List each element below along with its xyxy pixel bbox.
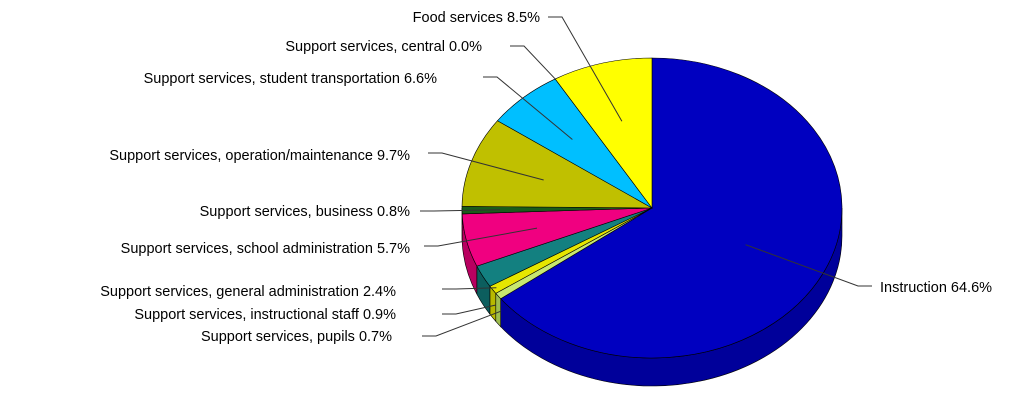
pie-slice-0 xyxy=(500,57,843,359)
slice-label-7: Support services, student transportation… xyxy=(144,71,437,87)
leader-lines xyxy=(420,16,872,337)
pie-slice-9 xyxy=(554,57,653,209)
slice-label-3: Support services, general administration… xyxy=(100,284,396,300)
leader-line-1 xyxy=(422,310,502,337)
slice-label-2: Support services, instructional staff 0.… xyxy=(134,307,396,323)
leader-line-5 xyxy=(420,209,501,212)
leader-line-7 xyxy=(483,76,573,140)
slice-label-5: Support services, business 0.8% xyxy=(200,204,410,220)
slice-label-4: Support services, school administration … xyxy=(121,241,410,257)
slice-label-9: Food services 8.5% xyxy=(413,10,540,26)
leader-line-8 xyxy=(510,45,556,80)
leader-line-9 xyxy=(548,16,623,122)
slice-label-8: Support services, central 0.0% xyxy=(285,39,482,55)
leader-line-6 xyxy=(428,152,544,181)
slice-label-0: Instruction 64.6% xyxy=(880,280,992,296)
slice-label-1: Support services, pupils 0.7% xyxy=(201,329,392,345)
leader-line-2 xyxy=(442,304,497,315)
leader-line-0 xyxy=(745,244,872,287)
pie-slice-6 xyxy=(461,120,654,209)
slice-label-6: Support services, operation/maintenance … xyxy=(109,148,410,164)
pie-slices xyxy=(461,57,843,359)
pie-sides xyxy=(461,207,843,387)
leader-line-4 xyxy=(424,227,538,247)
slice-labels: Instruction 64.6% Support services, pupil… xyxy=(100,10,992,345)
leader-line-3 xyxy=(442,287,497,290)
